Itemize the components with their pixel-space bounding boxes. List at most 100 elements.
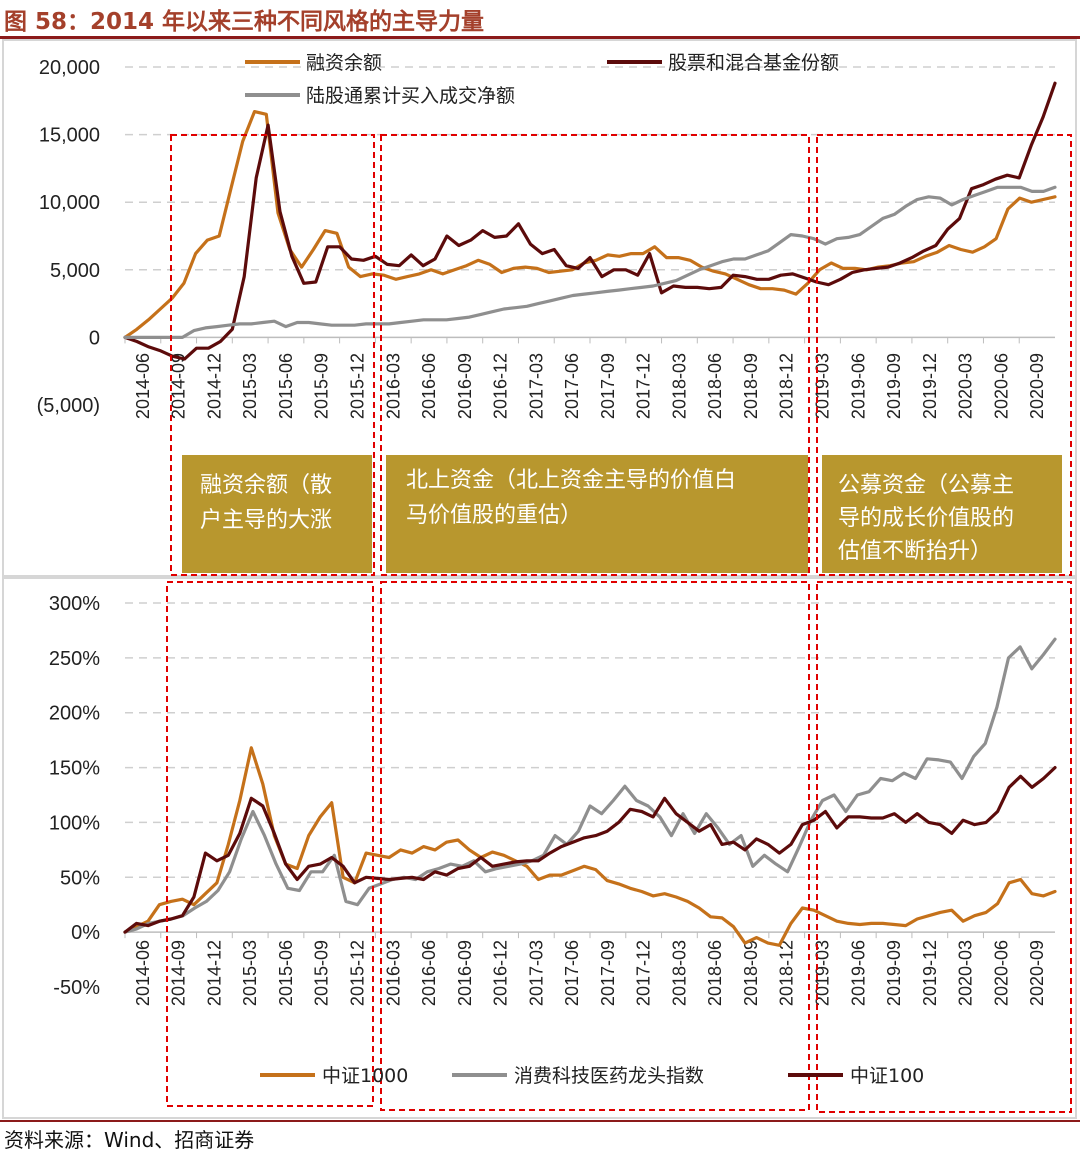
legend-leaders-index: 消费科技医药龙头指数 <box>514 1065 704 1087</box>
x-tick-label: 2018-03 <box>669 353 689 419</box>
y-tick-label: 200% <box>49 703 100 725</box>
x-tick-label: 2016-03 <box>383 353 403 419</box>
bottom-x-axis: 2014-06 2014-09 2014-12 2015-03 2015-06 2015-… <box>124 932 1047 1006</box>
phase-1-line-2: 户主导的大涨 <box>200 508 332 533</box>
x-tick-label: 2018-09 <box>741 940 761 1006</box>
x-tick-label: 2015-09 <box>312 940 332 1006</box>
x-tick-label: 2015-06 <box>276 940 296 1006</box>
phase-3-line-3: 估值不断抬升） <box>838 539 992 564</box>
phase-3-top-boundary <box>816 134 1072 576</box>
x-tick-label: 2016-12 <box>491 353 511 419</box>
x-tick-label: 2014-12 <box>204 353 224 419</box>
top-x-axis: 2014-06 2014-09 2014-12 2015-03 2015-06 2015-… <box>124 337 1047 419</box>
x-tick-label: 2014-06 <box>133 940 153 1006</box>
phase-1-top-boundary <box>170 134 375 576</box>
y-tick-label: 150% <box>49 758 100 780</box>
phase-2-bottom-boundary <box>380 581 810 1111</box>
x-tick-label: 2020-09 <box>1027 353 1047 419</box>
x-tick-label: 2018-03 <box>669 940 689 1006</box>
top-panel-frame <box>2 39 1077 577</box>
legend-csi1000: 中证1000 <box>322 1065 408 1087</box>
source-note: 资料来源：Wind、招商证券 <box>4 1128 255 1152</box>
x-tick-label: 2019-09 <box>884 940 904 1006</box>
y-tick-label: 0% <box>71 922 100 944</box>
title-rule <box>0 36 1080 39</box>
x-tick-label: 2016-06 <box>419 940 439 1006</box>
x-tick-label: 2016-03 <box>383 940 403 1006</box>
phase-box-margin <box>182 455 372 573</box>
phase-2-line-2: 马价值股的重估） <box>406 503 582 528</box>
series-line-top <box>123 185 1057 339</box>
y-tick-label: -50% <box>53 977 100 999</box>
y-tick-label: 250% <box>49 648 100 670</box>
phase-3-line-1: 公募资金（公募主 <box>838 473 1014 498</box>
figure-title: 图 58：2014 年以来三种不同风格的主导力量 <box>4 9 485 35</box>
phase-1-line-1: 融资余额（散 <box>200 473 332 498</box>
phase-box-northbound <box>386 455 808 573</box>
y-tick-label: (5,000) <box>37 395 100 417</box>
y-tick-label: 300% <box>49 593 100 615</box>
y-tick-label: 20,000 <box>39 57 100 79</box>
x-tick-label: 2019-03 <box>813 940 833 1006</box>
x-tick-label: 2017-03 <box>526 353 546 419</box>
phase-box-mutual-fund <box>822 455 1062 573</box>
y-tick-label: 5,000 <box>50 260 100 282</box>
y-tick-label: 0 <box>89 327 100 349</box>
x-tick-label: 2020-06 <box>991 940 1011 1006</box>
x-tick-label: 2015-06 <box>276 353 296 419</box>
x-tick-label: 2017-03 <box>526 940 546 1006</box>
x-tick-label: 2016-06 <box>419 353 439 419</box>
x-tick-label: 2017-06 <box>562 940 582 1006</box>
bottom-y-axis: 300% 250% 200% 150% 100% 50% 0% -50% <box>49 593 100 999</box>
legend-csi100: 中证100 <box>850 1065 924 1087</box>
x-tick-label: 2019-12 <box>920 940 940 1006</box>
x-tick-label: 2019-06 <box>848 940 868 1006</box>
series-line-bottom <box>123 765 1057 934</box>
x-tick-label: 2019-12 <box>920 353 940 419</box>
x-tick-label: 2019-06 <box>848 353 868 419</box>
x-tick-label: 2014-06 <box>133 353 153 419</box>
bottom-gridlines <box>125 602 1055 933</box>
top-y-axis: 20,000 15,000 10,000 5,000 0 (5,000) <box>37 57 100 417</box>
x-tick-label: 2020-03 <box>956 940 976 1006</box>
x-tick-label: 2018-09 <box>741 353 761 419</box>
x-tick-label: 2016-12 <box>491 940 511 1006</box>
chart-canvas: 20,000 15,000 10,000 5,000 0 (5,000) 300% 250%… <box>2 39 1077 1119</box>
x-tick-label: 2015-03 <box>240 940 260 1006</box>
x-tick-label: 2014-12 <box>204 940 224 1006</box>
legend-margin: 融资余额 <box>306 52 382 74</box>
x-tick-label: 2015-09 <box>312 353 332 419</box>
x-tick-label: 2016-09 <box>455 940 475 1006</box>
x-tick-label: 2019-09 <box>884 353 904 419</box>
phase-3-bottom-boundary <box>816 581 1072 1113</box>
x-tick-label: 2015-12 <box>348 940 368 1006</box>
phase-3-line-2: 导的成长价值股的 <box>838 506 1014 531</box>
series-layer <box>123 81 1057 947</box>
source-rule <box>0 1120 1080 1122</box>
x-tick-label: 2014-09 <box>169 940 189 1006</box>
x-tick-label: 2015-12 <box>348 353 368 419</box>
y-tick-label: 10,000 <box>39 192 100 214</box>
x-tick-label: 2015-03 <box>240 353 260 419</box>
x-tick-label: 2017-06 <box>562 353 582 419</box>
x-tick-label: 2017-12 <box>634 940 654 1006</box>
x-tick-label: 2020-03 <box>956 353 976 419</box>
phase-1-bottom-boundary <box>166 581 374 1107</box>
x-tick-label: 2020-06 <box>991 353 1011 419</box>
x-tick-label: 2018-12 <box>777 940 797 1006</box>
phase-2-top-boundary <box>380 134 810 576</box>
x-tick-label: 2018-06 <box>705 940 725 1006</box>
y-tick-label: 15,000 <box>39 125 100 147</box>
x-tick-label: 2017-12 <box>634 353 654 419</box>
x-tick-label: 2016-09 <box>455 353 475 419</box>
x-tick-label: 2014-09 <box>169 353 189 419</box>
phase-boundaries <box>166 134 1072 1113</box>
series-line-top <box>123 81 1057 361</box>
y-tick-label: 100% <box>49 812 100 834</box>
x-tick-label: 2017-09 <box>598 353 618 419</box>
x-tick-label: 2019-03 <box>813 353 833 419</box>
x-tick-label: 2020-09 <box>1027 940 1047 1006</box>
legend-northbound: 陆股通累计买入成交净额 <box>306 85 515 107</box>
phase-2-line-1: 北上资金（北上资金主导的价值白 <box>406 468 736 493</box>
x-tick-label: 2018-12 <box>777 353 797 419</box>
